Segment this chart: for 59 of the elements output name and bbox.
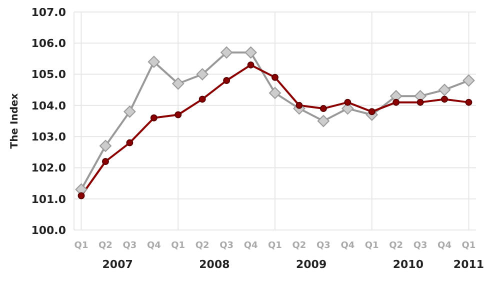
point (78, 192, 85, 200)
point (344, 98, 352, 106)
x-tick-label: Q4 (340, 241, 355, 251)
y-tick-label: 100.0 (31, 224, 66, 237)
x-tick-label: Q1 (364, 241, 379, 251)
y-tick-label: 103.0 (31, 130, 66, 144)
x-tick-label: Q4 (438, 241, 452, 251)
text: 2010 (392, 258, 424, 271)
point (416, 98, 424, 106)
point (99, 140, 112, 152)
y-tick-label: 104.0 (31, 99, 66, 112)
y-axis-title: The Index (10, 92, 21, 149)
point (320, 105, 327, 112)
x-tick-label: Q2 (389, 241, 404, 251)
point (172, 78, 184, 90)
point (368, 108, 376, 116)
point (150, 114, 158, 122)
text: 2007 (102, 258, 133, 271)
text: 2008 (199, 258, 230, 271)
point (465, 98, 472, 106)
point (148, 56, 160, 68)
point (198, 96, 206, 103)
point (126, 139, 134, 146)
x-tick-label: Q1 (171, 241, 186, 251)
point (317, 115, 330, 127)
x-tick-label: Q1 (74, 241, 88, 251)
y-tick-label: 101.0 (31, 192, 66, 206)
point (392, 98, 400, 106)
x-tick-label: Q3 (316, 241, 330, 251)
point (462, 74, 475, 87)
point (244, 46, 257, 58)
point (269, 86, 281, 99)
point (223, 77, 230, 84)
point (247, 61, 254, 68)
point (196, 68, 208, 80)
text: 2011 (453, 258, 484, 271)
x-tick-label: Q4 (146, 241, 161, 251)
point (272, 74, 278, 81)
x-tick-label: Q3 (413, 241, 428, 251)
point (102, 158, 109, 165)
point (220, 46, 233, 58)
point (296, 102, 303, 109)
x-tick-label: Q2 (292, 241, 306, 251)
x-tick-label: Q4 (244, 241, 258, 251)
point (174, 111, 182, 118)
point (124, 106, 136, 118)
text: 2009 (296, 258, 327, 271)
x-tick-label: Q3 (122, 241, 137, 251)
x-tick-label: Q1 (268, 241, 282, 251)
y-tick-label: 107.0 (31, 6, 66, 19)
point (438, 84, 451, 96)
y-tick-label: 105.0 (31, 68, 66, 82)
y-tick-label: 102.0 (31, 162, 66, 175)
x-tick-label: Q2 (98, 241, 112, 251)
y-tick-label: 106.0 (31, 37, 66, 50)
x-tick-label: Q3 (220, 241, 234, 251)
point (441, 96, 448, 103)
x-tick-label: Q1 (462, 241, 476, 251)
x-tick-label: Q2 (195, 241, 210, 251)
